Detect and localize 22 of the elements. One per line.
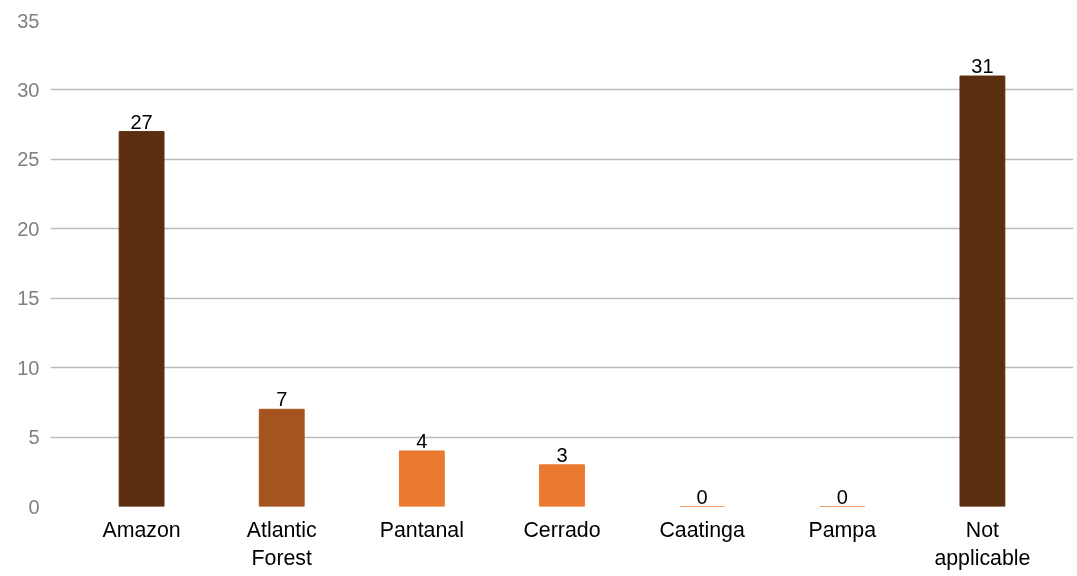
y-tick-label: 10 xyxy=(17,356,40,379)
x-tick-label: Pampa xyxy=(808,517,877,542)
x-tick-label: Not applicable xyxy=(934,517,1031,571)
y-tick-label: 5 xyxy=(28,426,40,449)
data-label: 0 xyxy=(696,485,708,508)
x-tick-label: Caatinga xyxy=(659,517,745,542)
data-label: 4 xyxy=(416,429,428,452)
y-tick-label: 20 xyxy=(17,217,40,240)
y-tick-label: 30 xyxy=(17,78,40,101)
x-tick-label: Atlantic Forest xyxy=(246,517,318,571)
x-tick-label: Cerrado xyxy=(523,517,601,542)
y-tick-label: 15 xyxy=(17,287,40,310)
y-tick-label: 0 xyxy=(28,495,40,518)
data-label: 7 xyxy=(276,388,288,411)
x-tick-label: Pantanal xyxy=(379,517,464,542)
data-label: 31 xyxy=(971,55,994,78)
data-label: 0 xyxy=(836,485,848,508)
y-tick-label: 35 xyxy=(17,9,40,32)
y-tick-label: 25 xyxy=(17,148,40,171)
data-label: 27 xyxy=(130,110,153,133)
x-tick-label: Amazon xyxy=(102,517,181,542)
data-label: 3 xyxy=(556,443,568,466)
